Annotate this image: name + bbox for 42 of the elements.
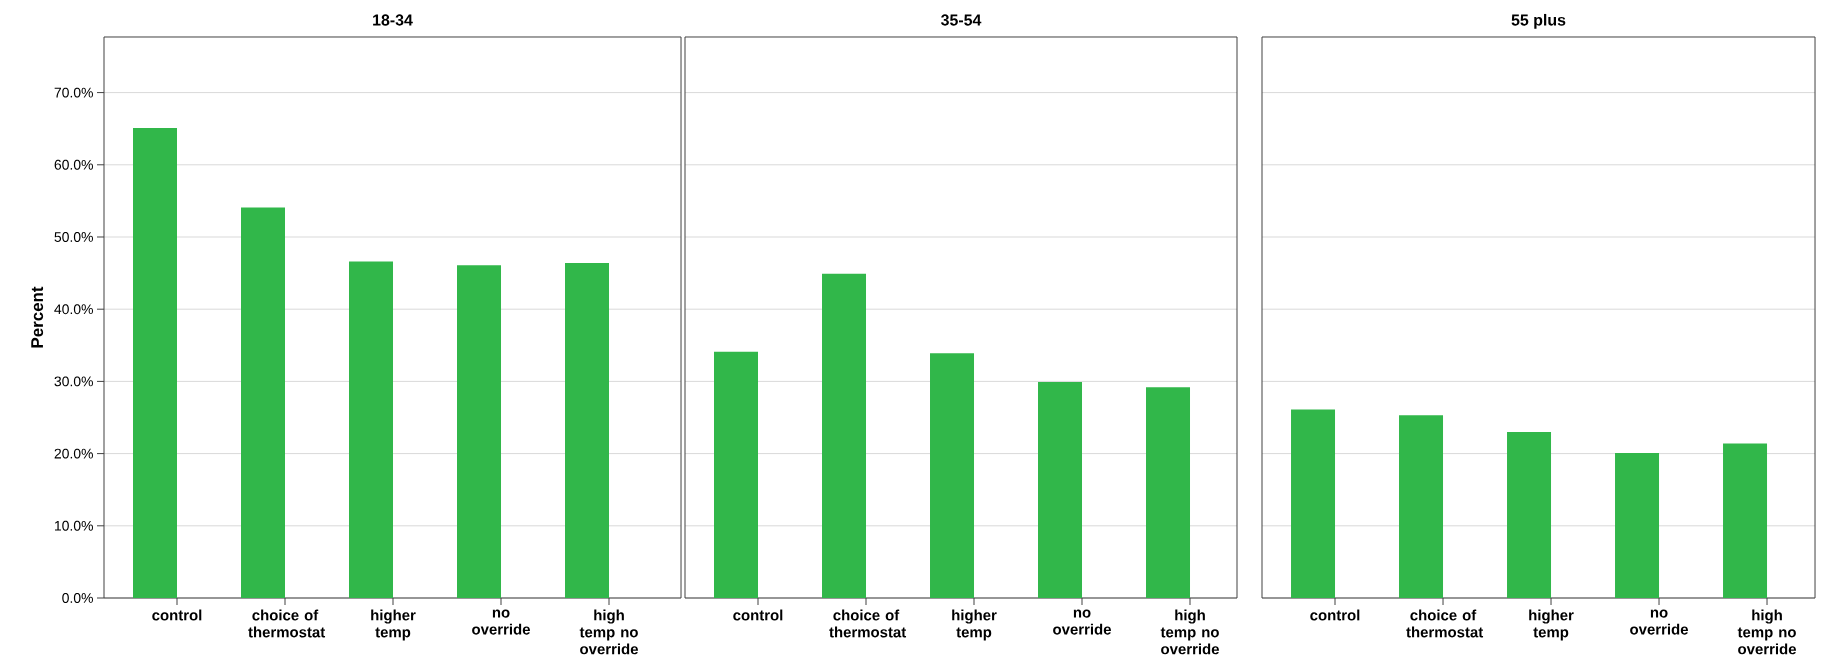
y-tick-label: 20.0% xyxy=(54,448,93,459)
chart-title: 18-34 xyxy=(373,14,413,26)
x-tick-label: high temp no override xyxy=(1160,609,1219,655)
y-tick-label: 60.0% xyxy=(54,159,93,170)
y-tick-label: 70.0% xyxy=(54,87,93,98)
bar xyxy=(565,262,610,598)
chart-title: 55 plus xyxy=(1511,13,1566,29)
y-tick-label: 40.0% xyxy=(54,304,93,315)
bar xyxy=(1507,431,1552,598)
y-axis-title: Percent xyxy=(31,286,44,348)
bar xyxy=(133,127,177,598)
bar xyxy=(457,265,502,598)
bar xyxy=(1399,415,1444,598)
x-tick-label: control xyxy=(733,609,783,621)
bar xyxy=(714,351,758,598)
x-tick-label: higher temp xyxy=(371,609,416,641)
x-tick-label: no override xyxy=(472,609,530,635)
x-tick-label: higher temp xyxy=(952,609,997,641)
bar xyxy=(1146,387,1191,598)
bar xyxy=(822,273,867,598)
bar xyxy=(1723,443,1768,598)
y-tick-label: 50.0% xyxy=(54,232,93,242)
x-tick-label: control xyxy=(152,609,202,621)
bar xyxy=(1291,409,1336,598)
x-tick-label: higher temp xyxy=(1529,609,1574,641)
bar xyxy=(930,353,975,598)
x-tick-label: choice of thermostat xyxy=(829,609,907,638)
x-tick-label: choice of thermostat xyxy=(1406,609,1484,638)
y-tick-label: 30.0% xyxy=(54,376,93,387)
x-tick-label: high temp no override xyxy=(579,609,638,655)
bar xyxy=(241,207,285,598)
x-tick-label: choice of thermostat xyxy=(248,609,326,638)
x-tick-label: no override xyxy=(1053,609,1111,635)
y-tick-label: 0.0% xyxy=(62,593,93,603)
chart-title: 35-54 xyxy=(940,14,982,26)
x-tick-label: no override xyxy=(1630,609,1688,635)
x-tick-label: high temp no override xyxy=(1737,609,1796,655)
bar xyxy=(349,261,393,598)
y-tick-label: 10.0% xyxy=(54,520,93,531)
bar xyxy=(1038,382,1083,598)
bar xyxy=(1615,452,1660,598)
x-tick-label: control xyxy=(1310,609,1360,621)
